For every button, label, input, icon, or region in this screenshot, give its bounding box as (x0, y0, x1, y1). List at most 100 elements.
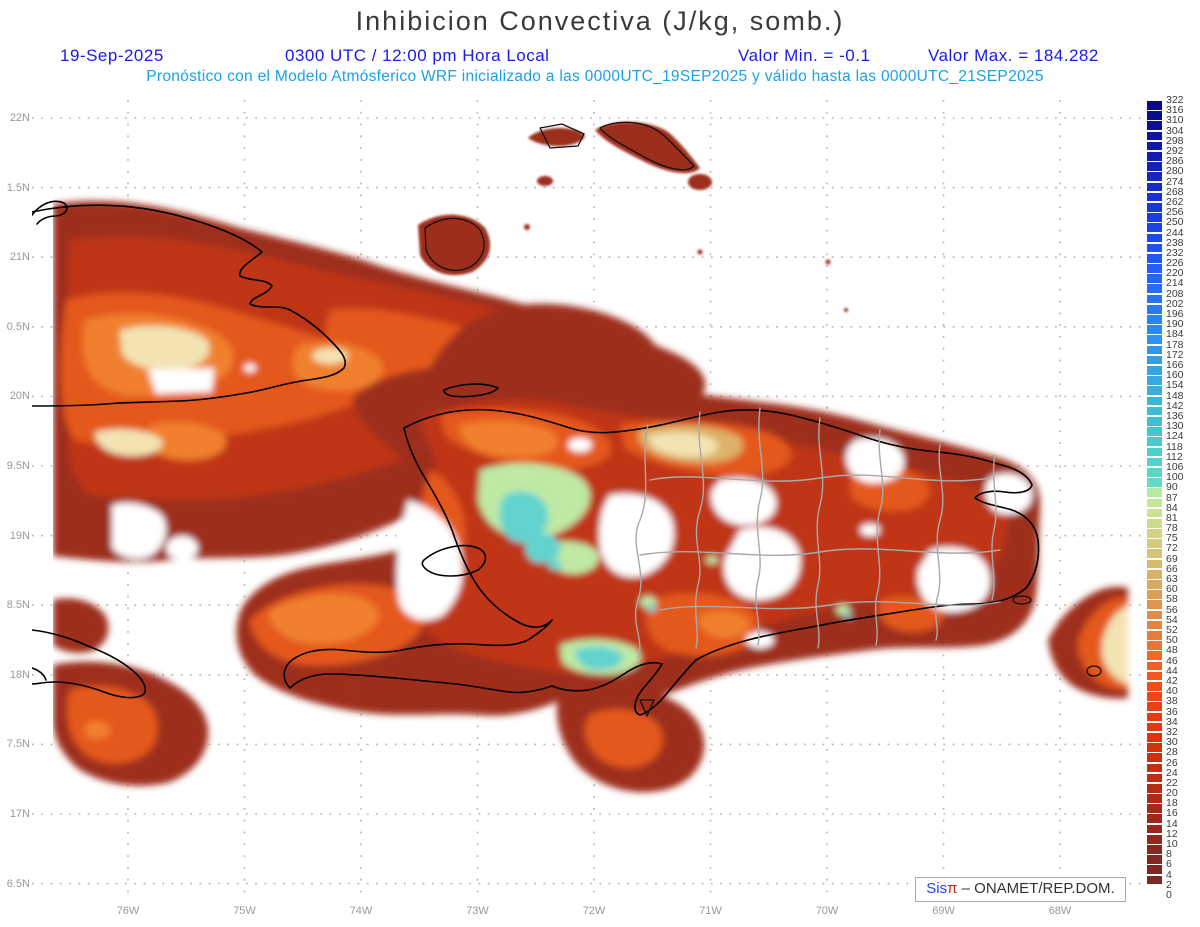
jamaica-field-1 (53, 598, 109, 653)
colorbar-label-268: 268 (1166, 185, 1184, 198)
jamaica-coastline (32, 629, 147, 699)
colorbar-label-52: 52 (1166, 624, 1178, 636)
colorbar-label-58: 58 (1166, 593, 1178, 606)
header-valid-time: 0300 UTC / 12:00 pm Hora Local (285, 46, 550, 65)
border-horiz-2 (639, 548, 1001, 556)
coastlines (32, 121, 1102, 717)
colorbar-cell (1146, 680, 1163, 692)
colorbar-cell (1146, 324, 1163, 335)
colorbar-label-202: 202 (1166, 297, 1184, 310)
colorbar-label-24: 24 (1166, 766, 1178, 779)
colorbar-label-286: 286 (1166, 155, 1184, 168)
colorbar-cell (1146, 273, 1163, 284)
colorbar-label-66: 66 (1166, 562, 1178, 575)
colorbar-cell (1146, 589, 1163, 600)
colorbar-cell (1146, 385, 1163, 397)
speck-5 (844, 308, 848, 312)
beata-island (640, 700, 654, 716)
colorbar-cell (1146, 150, 1163, 162)
colorbar-label-46: 46 (1166, 654, 1178, 667)
colorbar-cell (1146, 558, 1163, 570)
colorbar-cell (1146, 365, 1163, 376)
colorbar-cell (1146, 752, 1163, 763)
lat-label-20N: 20N (9, 390, 30, 403)
colorbar-label-28: 28 (1166, 746, 1178, 759)
colorbar-label-232: 232 (1166, 246, 1184, 259)
colorbar-label-184: 184 (1166, 328, 1184, 341)
speck-4 (825, 259, 831, 265)
colorbar-cell (1146, 436, 1163, 448)
cuba-coastline (32, 204, 346, 407)
lon-label-76W: 76W (116, 905, 140, 917)
colorbar-cell (1146, 232, 1163, 244)
colorbar-cell (1146, 314, 1163, 325)
colorbar-cell (1146, 568, 1163, 580)
colorbar-label-112: 112 (1166, 450, 1183, 463)
colorbar-cell (1146, 466, 1163, 478)
colorbar-label-90: 90 (1166, 481, 1178, 494)
colorbar-cell (1146, 507, 1163, 519)
border-haiti-dr (634, 424, 649, 659)
branding-box: Sisπ – ONAMET/REP.DOM. (915, 877, 1126, 902)
colorbar-label-292: 292 (1166, 144, 1184, 157)
colorbar-cell (1146, 762, 1163, 774)
haiti-cyan-2 (525, 532, 561, 564)
colorbar-cell (1146, 782, 1163, 794)
colorbar-label-26: 26 (1166, 756, 1178, 769)
colorbar-label-166: 166 (1166, 359, 1184, 371)
branding-sis: Sis (926, 880, 948, 897)
colorbar-label-106: 106 (1166, 460, 1184, 473)
colorbar-label-6: 6 (1166, 858, 1172, 871)
colorbar-cell (1146, 742, 1163, 753)
south-cyan (574, 646, 624, 671)
colorbar-cell (1146, 283, 1163, 295)
colorbar-cell (1146, 691, 1163, 702)
gonave-island-outline (421, 544, 487, 577)
colorbar-label-298: 298 (1166, 134, 1184, 147)
colorbar-label-38: 38 (1166, 695, 1178, 708)
colorbar-cell (1146, 252, 1163, 264)
lat-label-7.5N: 7.5N (6, 738, 30, 751)
haiti-west-coast (403, 427, 553, 628)
colorbar-cell (1146, 650, 1163, 662)
lon-label-73W: 73W (466, 905, 489, 917)
colorbar-cell (1146, 201, 1163, 213)
little-inagua (537, 176, 553, 186)
colorbar-label-118: 118 (1166, 440, 1183, 453)
colorbar-label-22: 22 (1166, 776, 1178, 789)
lon-label-72W: 72W (582, 905, 606, 917)
colorbar-label-262: 262 (1166, 195, 1184, 208)
colorbar-cell (1146, 487, 1163, 498)
colorbar-label-40: 40 (1166, 685, 1178, 698)
lat-label-22N: 22N (9, 112, 30, 124)
baoruco-bright (699, 610, 749, 638)
border-line-7 (991, 454, 997, 601)
colorbar-label-32: 32 (1166, 725, 1178, 738)
colorbar-label-30: 30 (1166, 736, 1178, 749)
colorbar-cell (1146, 100, 1163, 111)
colorbar-cell (1146, 599, 1163, 611)
header-date: 19-Sep-2025 (60, 46, 164, 65)
colorbar-cell (1146, 793, 1163, 804)
colorbar-cell (1146, 660, 1163, 672)
colorbar-cell (1146, 619, 1163, 631)
colorbar-label-12: 12 (1166, 827, 1178, 840)
green-spot-3 (706, 556, 718, 564)
lon-label-74W: 74W (349, 905, 373, 917)
cin-field (53, 121, 1128, 793)
colorbar-label-18: 18 (1166, 797, 1178, 810)
colorbar-label-69: 69 (1166, 552, 1178, 565)
speck-3 (697, 249, 703, 255)
colorbar-cell (1146, 110, 1163, 121)
saona-outline (1012, 595, 1032, 605)
colorbar-cell (1146, 833, 1163, 845)
colorbar-label-214: 214 (1166, 277, 1184, 290)
lat-label-18N: 18N (9, 668, 30, 681)
colorbar-label-148: 148 (1166, 389, 1184, 402)
colorbar-cell (1146, 212, 1163, 223)
colorbar-cell (1146, 161, 1163, 172)
border-line-2 (695, 411, 705, 649)
lon-label-69W: 69W (932, 905, 955, 917)
colorbar-label-154: 154 (1166, 379, 1184, 392)
